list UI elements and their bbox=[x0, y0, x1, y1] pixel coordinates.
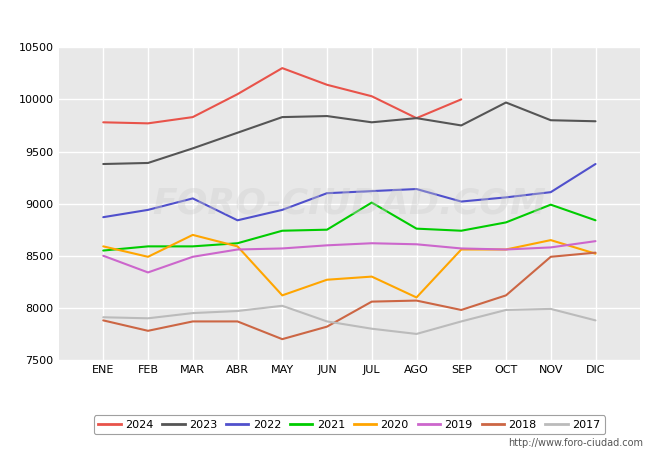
Text: FORO-CIUDAD.COM: FORO-CIUDAD.COM bbox=[152, 187, 547, 220]
Text: Afiliados en Ames a 30/9/2024: Afiliados en Ames a 30/9/2024 bbox=[187, 12, 463, 31]
Legend: 2024, 2023, 2022, 2021, 2020, 2019, 2018, 2017: 2024, 2023, 2022, 2021, 2020, 2019, 2018… bbox=[94, 415, 604, 434]
Text: http://www.foro-ciudad.com: http://www.foro-ciudad.com bbox=[508, 438, 644, 448]
